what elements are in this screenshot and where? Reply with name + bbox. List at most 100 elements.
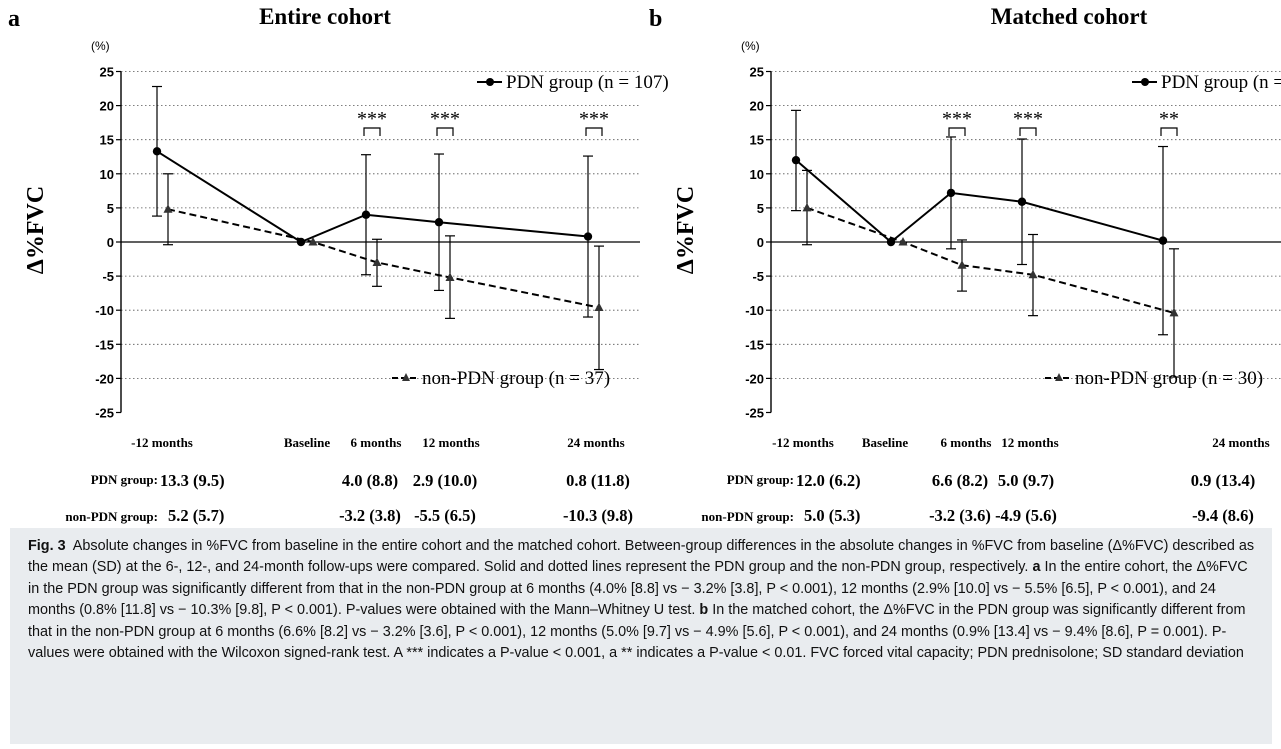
data-point-pdn	[946, 188, 956, 198]
significance-bracket	[1160, 127, 1178, 136]
legend-non-pdn: non-PDN group (n = 37)	[392, 368, 610, 389]
y-tick-label: 20	[750, 99, 764, 114]
series-line	[156, 150, 589, 244]
y-tick-label: 15	[750, 133, 764, 148]
panel-letter: b	[649, 6, 662, 32]
data-point-pdn	[886, 237, 896, 247]
y-tick-label: -25	[745, 406, 764, 421]
significance-label: ***	[1013, 108, 1043, 130]
data-point-non-pdn	[445, 272, 455, 281]
legend-non-pdn-label: non-PDN group (n = 30)	[1075, 368, 1263, 389]
y-tick-label: -15	[95, 337, 114, 352]
y-tick-label: 15	[100, 133, 114, 148]
y-tick-label: -20	[95, 371, 114, 386]
cell-non-pdn: -3.2 (3.6)	[929, 506, 991, 525]
y-tick-label: 0	[757, 235, 764, 250]
data-point-pdn	[1017, 197, 1027, 206]
panel-entire-cohort: a Entire cohort (%) Δ%FVC 25 20 15 10 5 0 -5 -10 -15…	[0, 0, 669, 530]
data-point-pdn	[152, 147, 162, 156]
legend-pdn-label: PDN group (n = 107)	[506, 72, 669, 93]
data-point-non-pdn	[1169, 307, 1179, 317]
cell-pdn: 6.6 (8.2)	[932, 471, 988, 490]
chart-title: Entire cohort	[259, 4, 391, 29]
y-tick-label: 5	[757, 201, 764, 216]
cell-pdn: 0.9 (13.4)	[1191, 471, 1256, 490]
legend-non-pdn-marker	[1055, 373, 1063, 381]
cell-pdn: 12.0 (6.2)	[796, 471, 861, 490]
data-point-pdn	[361, 210, 371, 219]
panel-matched-cohort: b Matched cohort (%) Δ%FVC 25 20 15 10 5 0 -5 -10 -1…	[641, 0, 1281, 530]
x-category-label: 6 months	[941, 435, 992, 450]
legend-non-pdn-marker	[402, 373, 410, 381]
caption-text: Absolute changes in %FVC from baseline i…	[28, 538, 1255, 576]
series-line	[795, 159, 1164, 244]
x-category-label: 6 months	[351, 435, 402, 450]
data-point-non-pdn	[1028, 269, 1038, 279]
cell-non-pdn: 5.2 (5.7)	[168, 506, 224, 525]
y-tick-label: -25	[95, 406, 114, 421]
significance-bracket	[1019, 127, 1037, 136]
legend-pdn: PDN group (n = 30)	[1132, 72, 1281, 93]
caption-a-letter: a	[1032, 559, 1041, 576]
cell-pdn: 4.0 (8.8)	[342, 471, 398, 490]
y-tick-label: 10	[100, 167, 114, 182]
legend-non-pdn-label: non-PDN group (n = 37)	[422, 368, 610, 389]
y-tick-label: -10	[95, 303, 114, 318]
row-label-pdn: PDN group:	[91, 472, 158, 487]
data-point-non-pdn	[957, 260, 967, 269]
y-axis-label: Δ%FVC	[673, 186, 699, 274]
caption-b-letter: b	[699, 602, 709, 619]
y-tick-label: 25	[750, 65, 764, 80]
legend-pdn: PDN group (n = 107)	[477, 72, 669, 93]
series-line	[806, 206, 1175, 314]
chart-matched-cohort: b Matched cohort (%) Δ%FVC 25 20 15 10 5 0 -5 -10 -1…	[649, 4, 1281, 525]
significance-bracket	[585, 127, 603, 136]
y-tick-label: 10	[750, 167, 764, 182]
data-point-non-pdn	[163, 204, 173, 213]
y-tick-label: 0	[107, 235, 114, 250]
y-tick-label: 25	[100, 65, 114, 80]
x-category-label: Baseline	[284, 435, 330, 450]
cell-pdn: 0.8 (11.8)	[566, 471, 630, 490]
y-tick-label: 5	[107, 201, 114, 216]
row-label-non-pdn: non-PDN group:	[701, 509, 794, 524]
cell-non-pdn: -9.4 (8.6)	[1192, 506, 1254, 525]
significance-bracket	[948, 127, 966, 136]
significance-label: **	[1159, 108, 1179, 130]
legend-pdn-marker	[486, 78, 494, 86]
caption-fig-label: Fig. 3	[28, 538, 66, 554]
figure-caption: Fig. 3 Absolute changes in %FVC from bas…	[10, 528, 1272, 744]
data-point-non-pdn	[308, 237, 318, 246]
series-line	[167, 208, 600, 309]
y-tick-label: 20	[100, 99, 114, 114]
cell-non-pdn: 5.0 (5.3)	[804, 506, 860, 525]
significance-bracket	[436, 127, 454, 136]
cell-pdn: 13.3 (9.5)	[160, 471, 225, 490]
data-point-non-pdn	[372, 257, 382, 266]
y-tick-label: -10	[745, 303, 764, 318]
chart-entire-cohort: a Entire cohort (%) Δ%FVC 25 20 15 10 5 0 -5 -10 -15…	[8, 4, 669, 525]
data-point-non-pdn	[594, 302, 604, 311]
chart-title: Matched cohort	[991, 4, 1148, 29]
significance-label: ***	[357, 108, 387, 130]
data-point-pdn	[583, 232, 593, 241]
panel-letter: a	[8, 6, 20, 32]
legend-non-pdn: non-PDN group (n = 30)	[1045, 368, 1263, 389]
data-point-pdn	[434, 218, 444, 227]
x-category-label: 24 months	[567, 435, 624, 450]
data-point-pdn	[1158, 236, 1168, 245]
data-point-non-pdn	[802, 202, 812, 212]
cell-non-pdn: -3.2 (3.8)	[339, 506, 401, 525]
y-axis-label: Δ%FVC	[23, 186, 49, 274]
significance-label: ***	[942, 108, 972, 130]
row-label-non-pdn: non-PDN group:	[65, 509, 158, 524]
x-category-label: Baseline	[862, 435, 908, 450]
y-unit: (%)	[91, 39, 110, 53]
significance-bracket	[363, 127, 381, 136]
x-category-label: -12 months	[772, 435, 834, 450]
legend-pdn-label: PDN group (n = 30)	[1161, 72, 1281, 93]
y-tick-label: -20	[745, 371, 764, 386]
cell-pdn: 2.9 (10.0)	[413, 471, 478, 490]
caption-b-text: In the matched cohort, the Δ%FVC in the …	[28, 602, 1246, 662]
y-tick-label: -15	[745, 337, 764, 352]
